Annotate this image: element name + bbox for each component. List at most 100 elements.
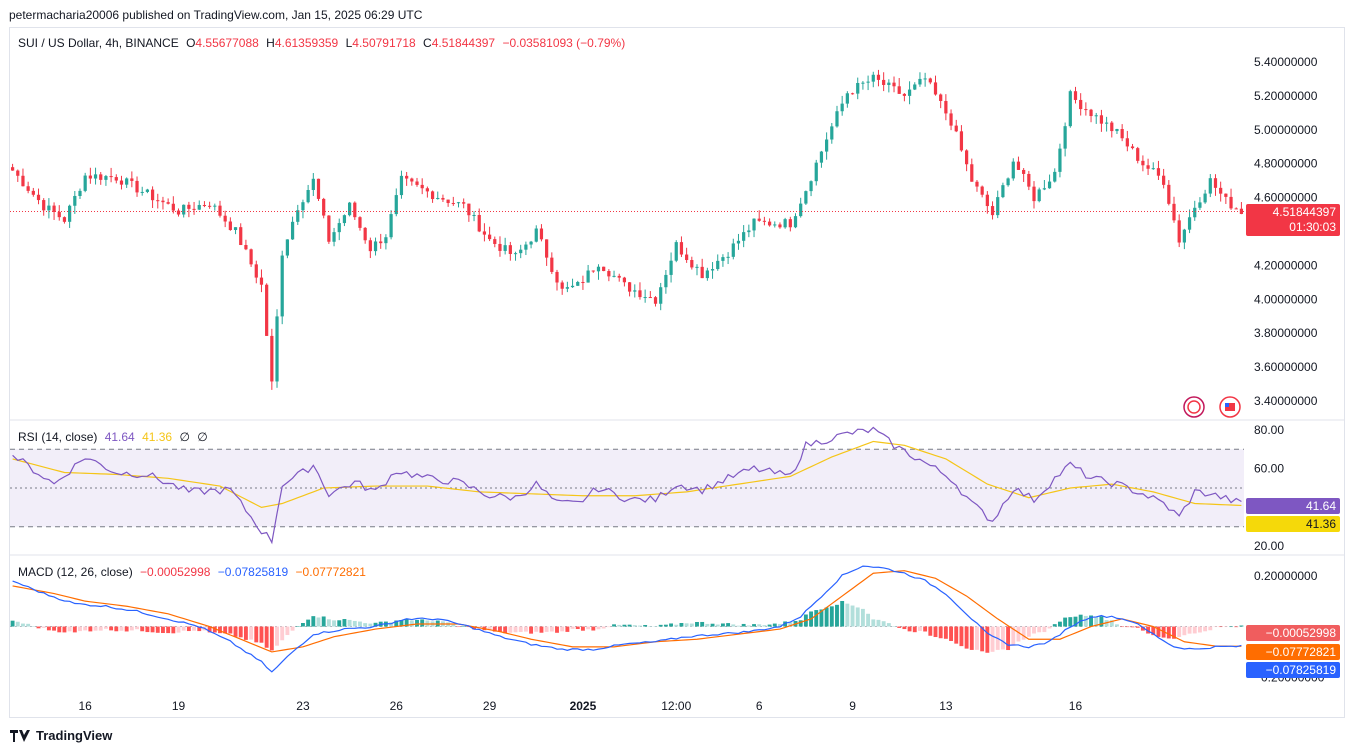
candle xyxy=(928,78,932,83)
candle xyxy=(21,175,25,187)
candle xyxy=(736,240,741,244)
candle xyxy=(301,202,305,211)
macd-histogram-bar xyxy=(207,626,212,633)
candle xyxy=(322,198,326,216)
candle xyxy=(451,203,455,205)
macd-histogram-bar xyxy=(1203,626,1208,632)
symbol-label[interactable]: SUI / US Dollar, 4h, BINANCE xyxy=(18,36,179,50)
macd-histogram-bar xyxy=(285,626,290,636)
macd-histogram-bar xyxy=(928,626,933,636)
flag-icon-2[interactable] xyxy=(1218,395,1242,419)
macd-histogram-bar xyxy=(1099,616,1104,627)
candle xyxy=(156,200,160,202)
candle xyxy=(1047,181,1052,189)
candle xyxy=(16,170,20,176)
candle xyxy=(1208,178,1212,194)
low-value: 4.50791718 xyxy=(352,36,416,50)
time-axis-label: 6 xyxy=(756,699,763,713)
macd-histogram-bar xyxy=(591,626,596,631)
candle xyxy=(472,214,476,216)
candle xyxy=(752,218,756,231)
macd-signal-tag: −0.07772821 xyxy=(1246,644,1340,660)
macd-title[interactable]: MACD (12, 26, close) xyxy=(18,565,133,579)
macd-histogram-bar xyxy=(596,626,601,630)
brand-name: TradingView xyxy=(36,728,113,743)
macd-histogram-bar xyxy=(892,626,896,627)
macd-histogram-bar xyxy=(871,619,876,627)
candle xyxy=(887,82,891,85)
macd-histogram-bar xyxy=(181,626,186,631)
candle xyxy=(767,221,772,226)
candle xyxy=(778,224,782,228)
macd-histogram-bar xyxy=(171,626,176,634)
macd-histogram-bar xyxy=(503,626,508,634)
candle xyxy=(918,78,922,85)
candle xyxy=(316,178,321,199)
candle xyxy=(135,180,139,193)
tradingview-brand[interactable]: TradingView xyxy=(10,728,112,743)
macd-histogram-bar xyxy=(166,626,171,634)
candle xyxy=(1120,129,1124,139)
candle xyxy=(430,191,435,200)
macd-histogram-bar xyxy=(98,626,103,631)
candle xyxy=(1027,173,1031,187)
rsi-title[interactable]: RSI (14, close) xyxy=(18,430,98,444)
macd-histogram-bar xyxy=(363,623,368,627)
macd-histogram-bar xyxy=(1172,626,1176,639)
candle xyxy=(690,260,694,268)
macd-histogram-bar xyxy=(1192,626,1197,634)
candle xyxy=(78,190,82,196)
macd-histogram-bar xyxy=(565,626,570,632)
candle xyxy=(62,217,67,222)
candle xyxy=(773,224,777,226)
change-value: −0.03581093 (−0.79%) xyxy=(502,36,626,50)
price-legend: SUI / US Dollar, 4h, BINANCE O4.55677088… xyxy=(18,36,629,50)
candle xyxy=(534,228,538,242)
close-value: 4.51844397 xyxy=(431,36,496,50)
macd-histogram-bar xyxy=(197,626,202,632)
macd-histogram-bar xyxy=(1213,626,1218,628)
candle xyxy=(10,167,15,171)
macd-histogram-bar xyxy=(684,623,689,627)
macd-histogram-bar xyxy=(580,626,585,631)
macd-histogram-bar xyxy=(1063,617,1068,627)
macd-histogram-bar xyxy=(695,621,699,627)
macd-histogram-bar xyxy=(617,624,622,627)
candle xyxy=(259,277,264,285)
time-axis-label: 29 xyxy=(483,699,497,713)
candle xyxy=(1141,160,1145,166)
candle xyxy=(379,241,383,244)
macd-histogram-bar xyxy=(819,609,824,627)
macd-histogram-bar xyxy=(1057,621,1062,627)
candle xyxy=(1053,171,1057,182)
candle xyxy=(602,266,606,272)
price-axis-label: 3.40000000 xyxy=(1254,394,1318,408)
candle xyxy=(244,245,248,250)
candle xyxy=(965,150,969,165)
macd-histogram-bar xyxy=(119,626,124,631)
macd-histogram-bar xyxy=(1068,617,1073,627)
candle xyxy=(477,214,481,232)
candle xyxy=(825,139,829,152)
time-axis-label: 9 xyxy=(849,699,856,713)
macd-histogram-bar xyxy=(62,626,67,633)
candle xyxy=(555,271,559,283)
candle xyxy=(265,284,269,336)
candle xyxy=(627,282,632,292)
macd-histogram-bar xyxy=(332,620,336,627)
macd-histogram-bar xyxy=(876,619,881,627)
flag-icon-1[interactable] xyxy=(1182,395,1206,419)
macd-histogram-bar xyxy=(321,616,326,627)
macd-histogram-bar xyxy=(705,623,710,627)
chart-frame xyxy=(9,27,1345,718)
macd-histogram-bar xyxy=(1146,626,1151,634)
candle xyxy=(985,194,989,207)
macd-histogram-bar xyxy=(689,623,694,627)
candle xyxy=(498,243,502,251)
macd-histogram-bar xyxy=(52,626,57,631)
time-axis-label: 23 xyxy=(296,699,310,713)
macd-histogram-bar xyxy=(964,626,969,649)
macd-histogram-bar xyxy=(31,626,36,627)
candle xyxy=(1234,208,1238,210)
